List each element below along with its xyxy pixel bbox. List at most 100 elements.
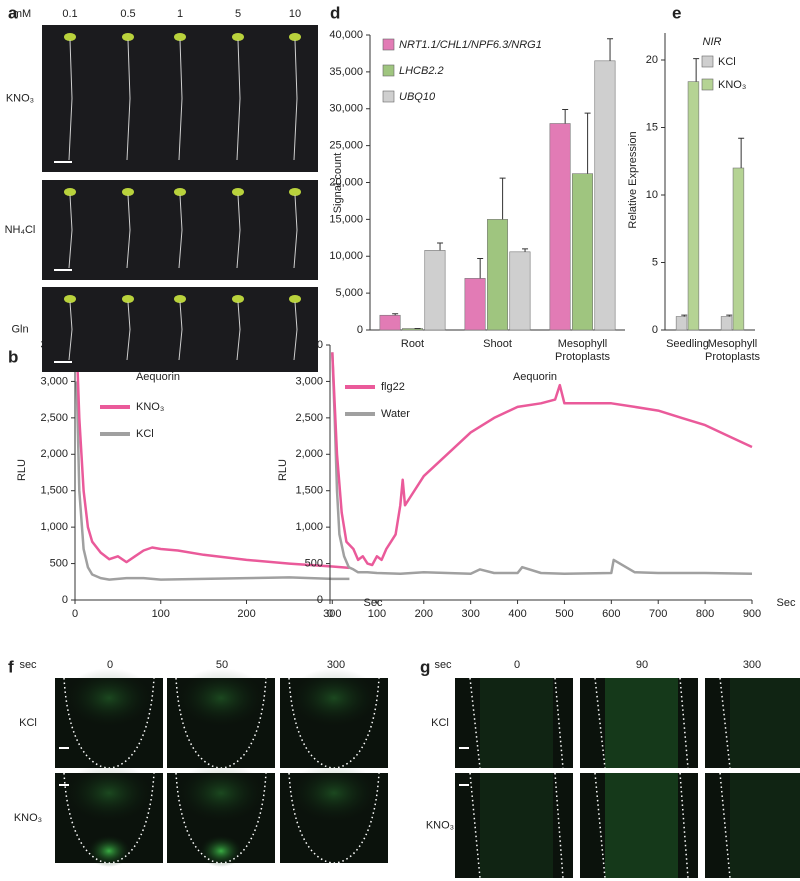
x-tick-label: 0 bbox=[72, 608, 78, 620]
seedling-root bbox=[178, 39, 183, 161]
error-bar bbox=[681, 314, 688, 317]
y-tick-label: 3,000 bbox=[295, 375, 323, 387]
seedling-root bbox=[178, 194, 183, 269]
bar bbox=[464, 278, 486, 331]
legend-swatch bbox=[382, 38, 395, 51]
y-tick-label: 1,500 bbox=[295, 485, 323, 497]
x-unit: Sec bbox=[777, 597, 796, 609]
panel-letter: e bbox=[672, 3, 681, 22]
root-outline bbox=[288, 772, 380, 864]
seedling-leaf bbox=[122, 295, 134, 303]
x-tick-label: 500 bbox=[555, 608, 573, 620]
seedling-root bbox=[236, 194, 241, 269]
x-tick-label: Root bbox=[401, 338, 424, 350]
y-axis-label: RLU bbox=[277, 459, 289, 481]
legend-label: KCl bbox=[718, 56, 736, 68]
seedling-leaf bbox=[64, 188, 76, 196]
x-tick-label: 300 bbox=[461, 608, 479, 620]
y-tick-label: 30,000 bbox=[329, 103, 363, 115]
y-tick-label: 10,000 bbox=[329, 250, 363, 262]
fluorescence bbox=[605, 678, 678, 768]
seedling-root bbox=[126, 194, 131, 269]
error-bar bbox=[392, 313, 399, 316]
seedling-root bbox=[236, 301, 241, 361]
fluorescence bbox=[605, 773, 678, 878]
fluorescence bbox=[176, 763, 266, 823]
column-label: 90 bbox=[636, 659, 648, 671]
column-label: 300 bbox=[327, 659, 345, 671]
seedling-leaf bbox=[122, 33, 134, 41]
x-tick-label: 300 bbox=[323, 608, 341, 620]
column-label: 0.1 bbox=[62, 8, 77, 20]
legend-swatch bbox=[701, 55, 714, 68]
column-label: 300 bbox=[743, 659, 761, 671]
error-bar bbox=[522, 248, 529, 252]
x-tick-label: 200 bbox=[415, 608, 433, 620]
panel-letter: g bbox=[420, 657, 430, 676]
y-tick-label: 500 bbox=[305, 557, 323, 569]
seedling-root bbox=[126, 39, 131, 161]
column-header: mM bbox=[13, 8, 31, 20]
data-line bbox=[75, 344, 350, 570]
fluorescence bbox=[480, 773, 553, 878]
panel-letter: a bbox=[8, 3, 18, 22]
fluorescence bbox=[480, 678, 553, 768]
error-bar bbox=[477, 257, 484, 279]
column-label: 10 bbox=[289, 8, 301, 20]
error-bar bbox=[738, 137, 745, 168]
y-tick-label: 0 bbox=[652, 324, 658, 336]
row-label: KNO₃ bbox=[426, 819, 454, 831]
column-label: 5 bbox=[235, 8, 241, 20]
y-tick-label: 1,000 bbox=[40, 521, 68, 533]
row-label: NH₄Cl bbox=[5, 224, 36, 236]
bar bbox=[549, 123, 571, 331]
micrograph bbox=[455, 773, 573, 878]
legend-swatch bbox=[701, 78, 714, 91]
legend-label: flg22 bbox=[381, 381, 405, 393]
legend-label: Water bbox=[381, 408, 410, 420]
y-tick-label: 3,000 bbox=[40, 375, 68, 387]
error-bar bbox=[726, 314, 733, 317]
column-label: 50 bbox=[216, 659, 228, 671]
y-tick-label: 2,500 bbox=[40, 412, 68, 424]
y-tick-label: 20,000 bbox=[329, 176, 363, 188]
x-tick-label: 100 bbox=[368, 608, 386, 620]
y-tick-label: 15,000 bbox=[329, 213, 363, 225]
column-header: sec bbox=[19, 659, 37, 671]
y-tick-label: 40,000 bbox=[329, 29, 363, 41]
chart-title: Aequorin bbox=[136, 371, 180, 383]
fluorescence bbox=[87, 835, 131, 867]
legend-swatch bbox=[382, 64, 395, 77]
column-label: 0.5 bbox=[120, 8, 135, 20]
seedling-leaf bbox=[289, 295, 301, 303]
bar bbox=[486, 219, 508, 331]
panel-letter: d bbox=[330, 3, 340, 22]
y-tick-label: 0 bbox=[317, 594, 323, 606]
y-tick-label: 0 bbox=[62, 594, 68, 606]
column-label: 0 bbox=[107, 659, 113, 671]
fluorescence bbox=[199, 835, 243, 867]
x-tick-label: 0 bbox=[327, 608, 333, 620]
fluorescence bbox=[64, 668, 154, 728]
seedling-leaf bbox=[64, 295, 76, 303]
root-outline bbox=[175, 772, 267, 864]
root-outline bbox=[719, 677, 731, 769]
seedling-root bbox=[126, 301, 131, 361]
row-label: KCl bbox=[431, 717, 449, 729]
error-bar bbox=[437, 242, 444, 251]
root-outline bbox=[469, 677, 481, 769]
y-tick-label: 15 bbox=[646, 121, 658, 133]
legend-label: UBQ10 bbox=[399, 91, 436, 103]
seedling-root bbox=[68, 301, 73, 361]
seedling-leaf bbox=[64, 33, 76, 41]
x-tick-label: 600 bbox=[602, 608, 620, 620]
error-bar bbox=[607, 38, 614, 61]
chart-title: Aequorin bbox=[513, 371, 557, 383]
micrograph bbox=[705, 773, 800, 878]
error-bar bbox=[693, 58, 700, 82]
seedling-root bbox=[293, 39, 298, 161]
seedling-root bbox=[68, 39, 73, 161]
bar bbox=[424, 250, 446, 331]
y-axis-label: Relative Expression bbox=[627, 131, 639, 228]
